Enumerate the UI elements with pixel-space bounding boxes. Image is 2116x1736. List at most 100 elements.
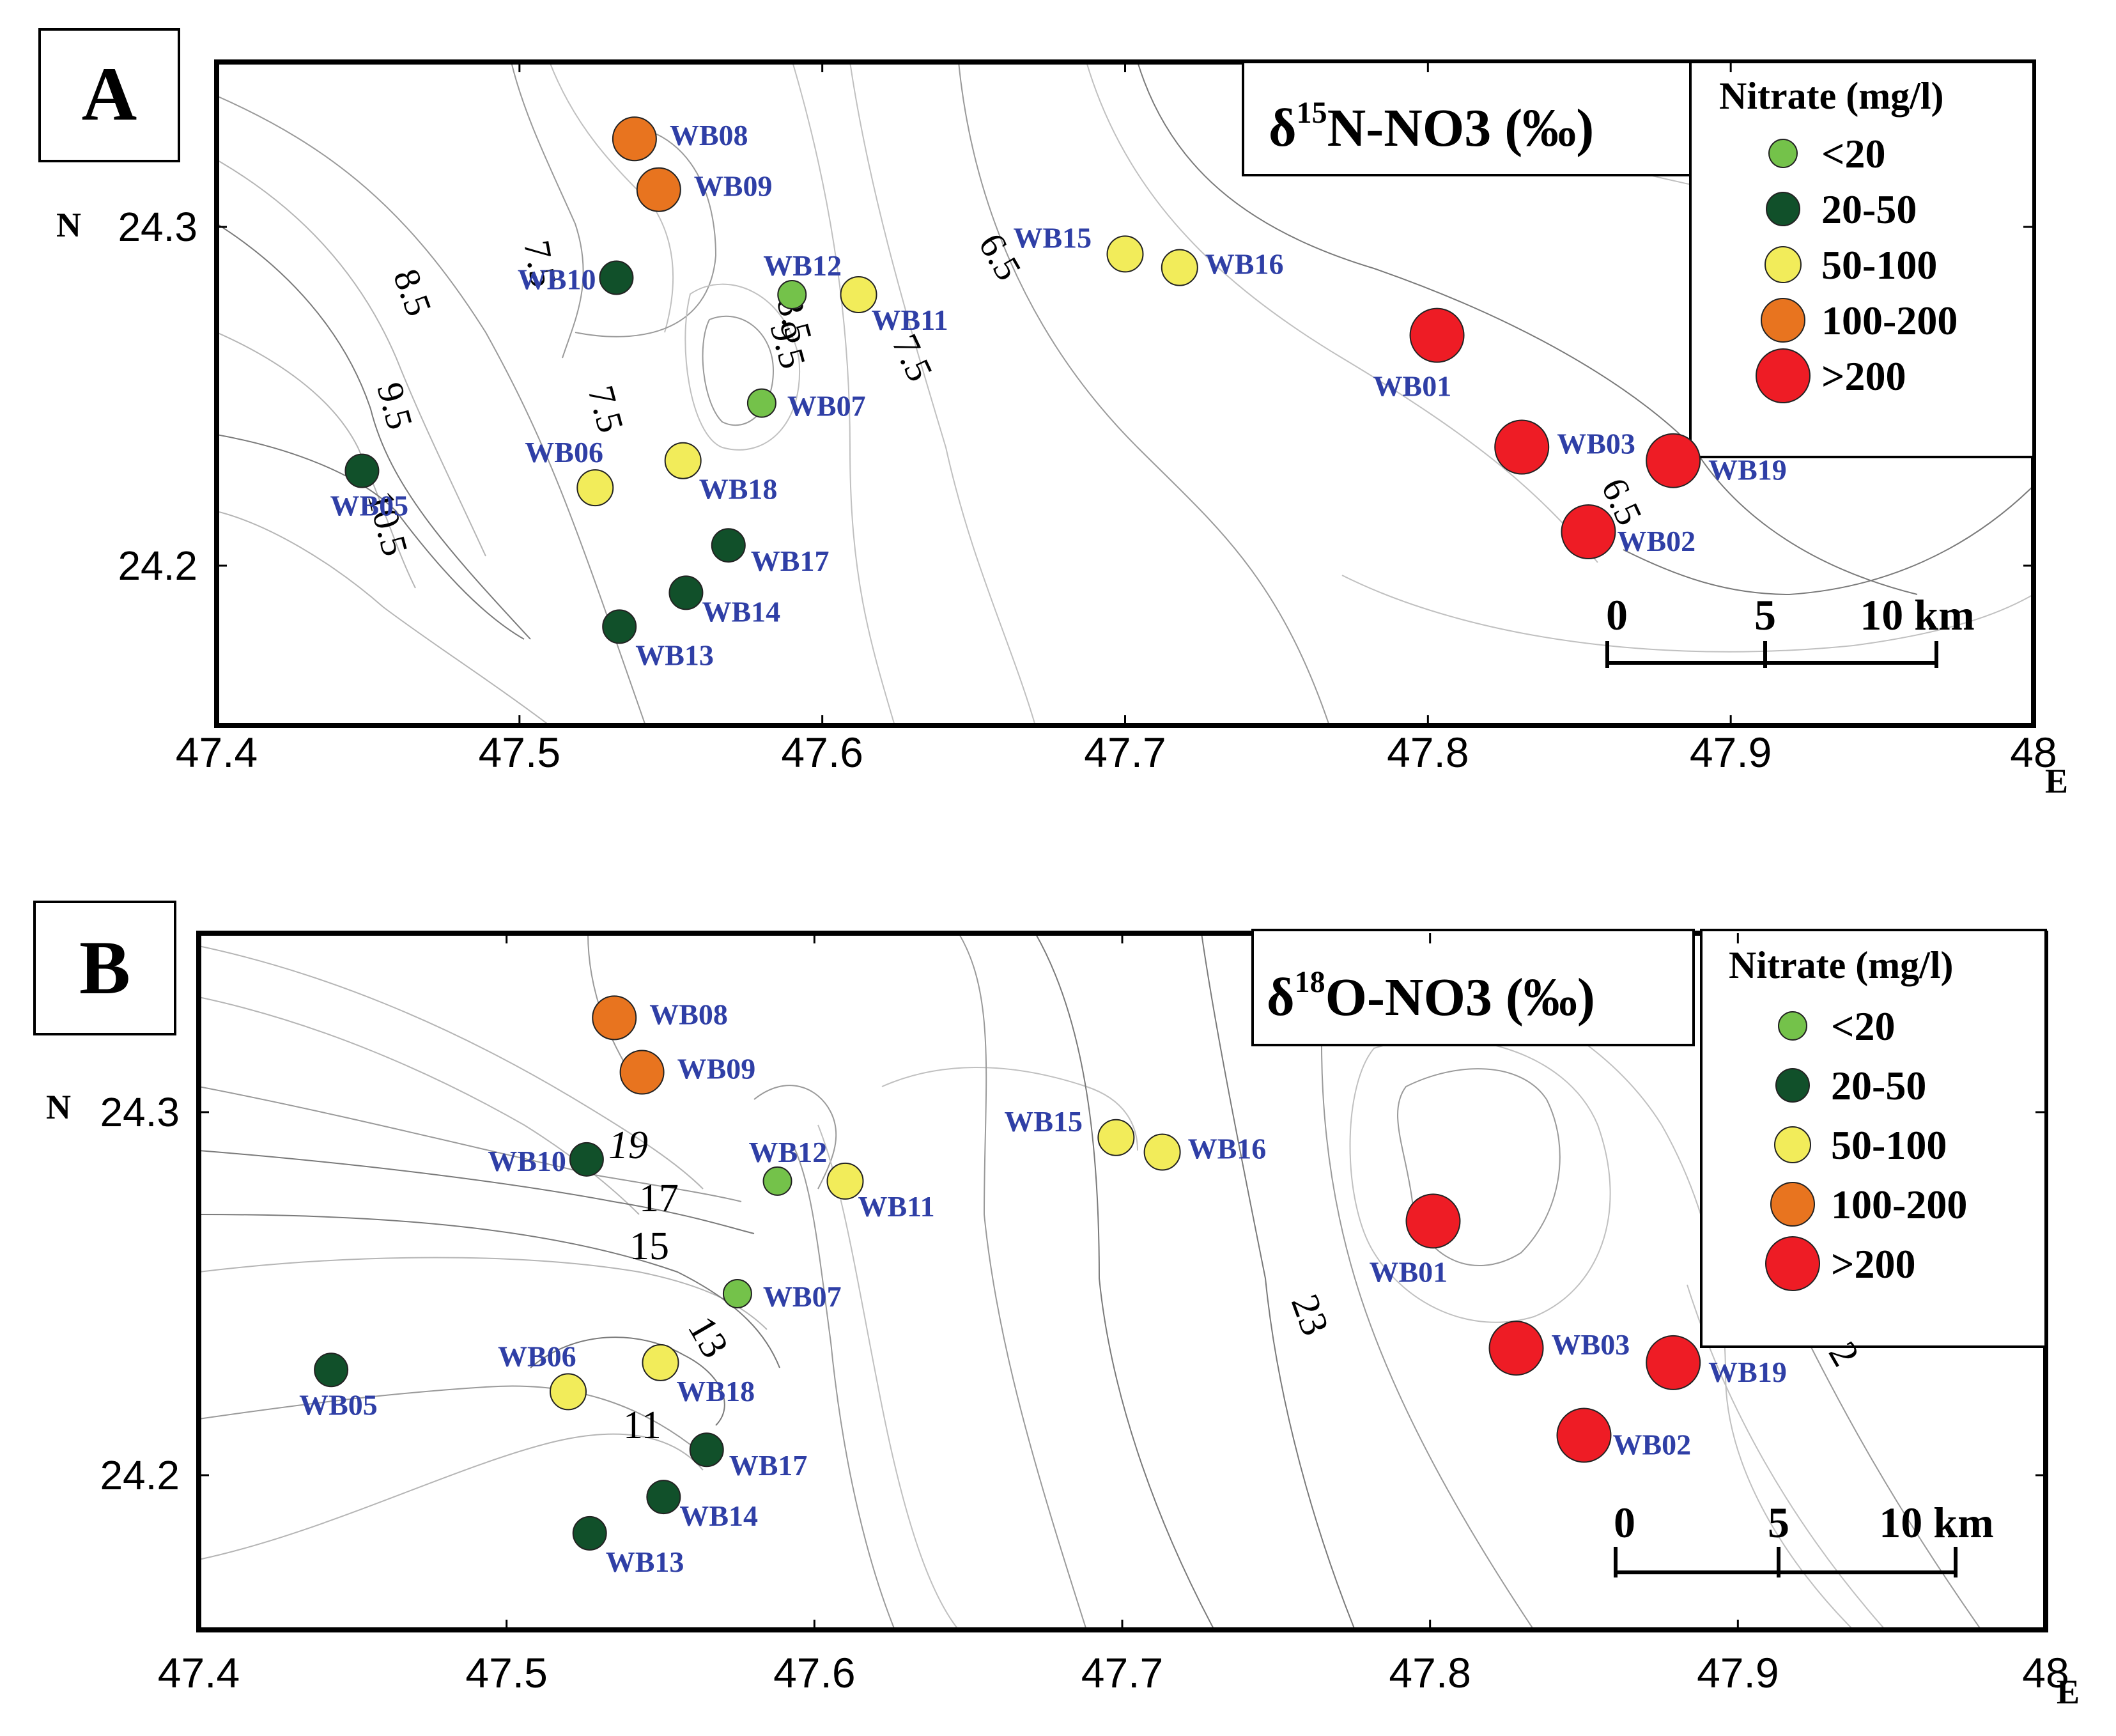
well-label: WB19 [1708, 1356, 1787, 1388]
legend-swatch [1765, 246, 1802, 283]
contour-label: 7.5 [884, 328, 941, 387]
wells: WB08 WB09 WB10 WB12 WB11 WB07 WB06 WB18 WB05 WB17… [330, 116, 1787, 671]
well-marker [722, 1279, 752, 1308]
title-rest: O-NO3 (‰) [1325, 968, 1595, 1027]
scale-label-5: 5 [1768, 1498, 1789, 1547]
well-marker [572, 1515, 607, 1551]
x-tick-label: 48 [2022, 1649, 2069, 1696]
well-label: WB01 [1369, 1255, 1448, 1288]
x-tick-label: 47.4 [158, 1649, 240, 1696]
x-tick-label: 47.8 [1387, 729, 1469, 776]
well-marker [1405, 1193, 1461, 1249]
well-label: WB12 [749, 1136, 828, 1168]
well-marker [646, 1480, 681, 1515]
legend-label: 100-200 [1821, 298, 1958, 343]
contour-label: 11 [623, 1404, 661, 1447]
well-label: WB16 [1188, 1132, 1267, 1165]
wells: WB08 WB09 WB10 WB12 WB11 WB07 WB06 WB18 WB05 WB17… [299, 995, 1787, 1578]
well-marker [1646, 1335, 1701, 1390]
title-sup: 15 [1297, 96, 1327, 130]
well-label: WB11 [858, 1190, 935, 1223]
legend-swatch [1761, 298, 1805, 343]
legend-label: 20-50 [1821, 187, 1917, 232]
contour-label: 23 [1283, 1289, 1337, 1342]
well-label: WB09 [694, 170, 773, 203]
legend-title: Nitrate (mg/l) [1729, 944, 1954, 986]
well-marker [592, 995, 637, 1041]
legend-label: 50-100 [1831, 1122, 1947, 1168]
y-tick-label: 24.3 [118, 204, 197, 250]
legend-label: >200 [1831, 1241, 1915, 1287]
well-label: WB09 [677, 1053, 756, 1085]
panel-letter: A [82, 51, 137, 136]
well-label: WB08 [670, 119, 748, 151]
well-label: WB19 [1708, 454, 1787, 486]
well-marker [668, 575, 704, 610]
well-marker [746, 388, 776, 418]
well-marker [636, 167, 681, 212]
legend-label: >200 [1821, 353, 1906, 399]
well-label: WB14 [702, 595, 780, 628]
scale-label-0: 0 [1606, 591, 1628, 639]
legend-label: <20 [1831, 1004, 1895, 1049]
well-marker [1494, 419, 1550, 475]
well-label: WB16 [1205, 248, 1284, 281]
x-tick-label: 47.8 [1389, 1649, 1471, 1696]
well-label: WB13 [606, 1546, 684, 1578]
x-tick-label: 47.7 [1081, 1649, 1163, 1696]
legend-box [1700, 929, 2047, 1348]
well-marker [1561, 504, 1616, 559]
well-marker [689, 1432, 724, 1468]
well-label: WB07 [787, 390, 866, 422]
y-unit-label: N [46, 1088, 71, 1126]
legend-swatch [1765, 1236, 1820, 1291]
axes: 47.4 47.5 47.6 47.7 47.8 47.9 48 24.3 24.2 N E [56, 62, 2068, 800]
title-symbol: δ [1269, 98, 1297, 158]
x-tick-label: 47.4 [176, 729, 258, 776]
y-tick-label: 24.2 [100, 1452, 180, 1498]
well-marker [1161, 249, 1198, 286]
contour-label: 7.5 [516, 237, 565, 290]
well-label: WB18 [677, 1375, 755, 1407]
well-label: WB15 [1014, 221, 1092, 254]
well-label: WB02 [1613, 1429, 1692, 1461]
well-marker [344, 453, 380, 488]
x-unit-label: E [2045, 762, 2068, 800]
x-tick-label: 47.5 [479, 729, 560, 776]
well-label: WB18 [699, 473, 778, 506]
well-marker [602, 609, 637, 644]
well-label: WB05 [299, 1388, 378, 1421]
x-tick-label: 47.6 [781, 729, 863, 776]
title-box [1242, 61, 1692, 176]
x-tick-label: 48 [2010, 729, 2057, 776]
legend-swatch [1756, 348, 1811, 403]
contour-label: 17 [639, 1177, 679, 1220]
x-tick-label: 47.9 [1690, 729, 1772, 776]
contour-label: 8.5 [385, 263, 440, 321]
contour-label: 19 [608, 1124, 648, 1167]
well-label: WB12 [763, 249, 842, 282]
legend-swatch [1770, 1182, 1815, 1227]
well-label: WB13 [635, 639, 714, 671]
title-rest: N-NO3 (‰) [1327, 98, 1595, 158]
axes: 47.4 47.5 47.6 47.7 47.8 47.9 48 24.3 24.2 N E [46, 933, 2080, 1711]
well-marker [1143, 1133, 1181, 1171]
well-marker [619, 1050, 665, 1095]
legend-box [1689, 61, 2035, 458]
title-sup: 18 [1295, 965, 1325, 999]
well-marker [1106, 235, 1144, 273]
panel-letter-box [38, 28, 180, 162]
well-marker [777, 280, 807, 309]
panel-letter: B [79, 925, 130, 1010]
well-marker [1646, 433, 1701, 488]
well-marker [840, 276, 877, 313]
well-label: WB03 [1557, 428, 1635, 460]
well-label: WB11 [872, 304, 948, 336]
well-marker [569, 1142, 604, 1177]
legend-title: Nitrate (mg/l) [1719, 75, 1944, 117]
legend: Nitrate (mg/l) <20 20-50 50-100 100-200 >200 [1729, 944, 1967, 1291]
well-marker [550, 1373, 587, 1411]
legend-swatch [1768, 139, 1798, 168]
well-marker [612, 116, 657, 162]
